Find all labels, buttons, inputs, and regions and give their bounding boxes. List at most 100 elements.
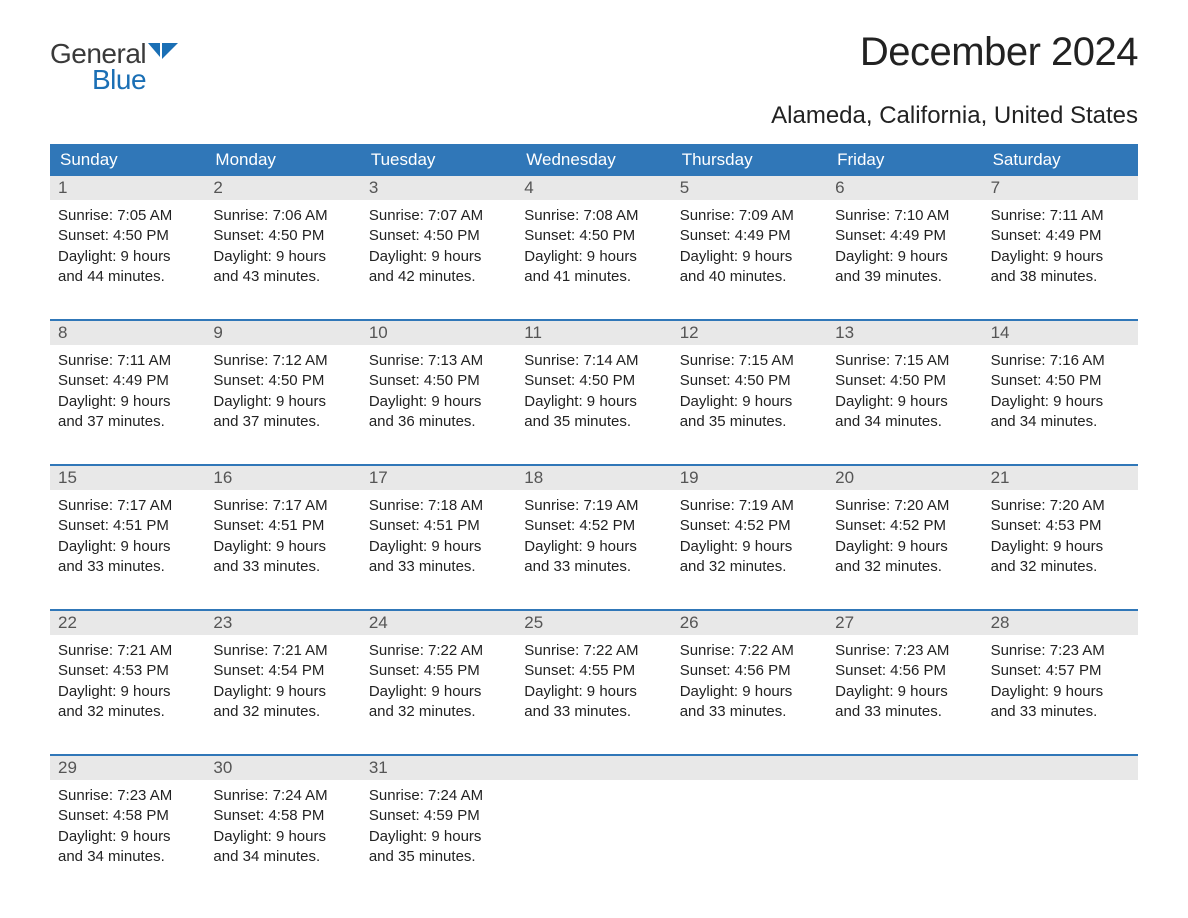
sunset-line: Sunset: 4:49 PM — [58, 371, 197, 391]
day-cell: Sunrise: 7:16 AMSunset: 4:50 PMDaylight:… — [983, 345, 1138, 450]
sunset-line: Sunset: 4:51 PM — [58, 516, 197, 536]
sunset-line: Sunset: 4:55 PM — [369, 661, 508, 681]
sunset-line: Sunset: 4:50 PM — [991, 371, 1130, 391]
week: 22232425262728Sunrise: 7:21 AMSunset: 4:… — [50, 609, 1138, 740]
daylight-line: Daylight: 9 hours and 34 minutes. — [58, 827, 197, 868]
day-number: 29 — [50, 756, 205, 780]
sunset-line: Sunset: 4:52 PM — [680, 516, 819, 536]
sunset-line: Sunset: 4:50 PM — [835, 371, 974, 391]
daylight-line: Daylight: 9 hours and 35 minutes. — [524, 392, 663, 433]
day-number-strip: 293031 — [50, 754, 1138, 780]
sunset-line: Sunset: 4:53 PM — [58, 661, 197, 681]
sunrise-line: Sunrise: 7:22 AM — [369, 641, 508, 661]
day-number — [827, 756, 982, 780]
day-cell: Sunrise: 7:11 AMSunset: 4:49 PMDaylight:… — [983, 200, 1138, 305]
week: 1234567Sunrise: 7:05 AMSunset: 4:50 PMDa… — [50, 176, 1138, 305]
sunset-line: Sunset: 4:57 PM — [991, 661, 1130, 681]
daylight-line: Daylight: 9 hours and 33 minutes. — [680, 682, 819, 723]
daylight-line: Daylight: 9 hours and 36 minutes. — [369, 392, 508, 433]
day-number: 15 — [50, 466, 205, 490]
daylight-line: Daylight: 9 hours and 34 minutes. — [835, 392, 974, 433]
day-number-strip: 22232425262728 — [50, 609, 1138, 635]
day-header-thu: Thursday — [672, 144, 827, 176]
logo-text-blue: Blue — [92, 64, 146, 96]
day-cell: Sunrise: 7:13 AMSunset: 4:50 PMDaylight:… — [361, 345, 516, 450]
day-cell: Sunrise: 7:24 AMSunset: 4:59 PMDaylight:… — [361, 780, 516, 885]
day-number: 13 — [827, 321, 982, 345]
day-number-strip: 891011121314 — [50, 319, 1138, 345]
day-cell — [672, 780, 827, 885]
daylight-line: Daylight: 9 hours and 33 minutes. — [213, 537, 352, 578]
day-cell: Sunrise: 7:23 AMSunset: 4:56 PMDaylight:… — [827, 635, 982, 740]
sunrise-line: Sunrise: 7:20 AM — [835, 496, 974, 516]
day-cell: Sunrise: 7:09 AMSunset: 4:49 PMDaylight:… — [672, 200, 827, 305]
day-number — [516, 756, 671, 780]
day-number: 20 — [827, 466, 982, 490]
day-header-row: Sunday Monday Tuesday Wednesday Thursday… — [50, 144, 1138, 176]
day-cell: Sunrise: 7:06 AMSunset: 4:50 PMDaylight:… — [205, 200, 360, 305]
week: 293031Sunrise: 7:23 AMSunset: 4:58 PMDay… — [50, 754, 1138, 885]
logo-mark-icon — [148, 43, 178, 68]
daylight-line: Daylight: 9 hours and 32 minutes. — [369, 682, 508, 723]
sunrise-line: Sunrise: 7:24 AM — [369, 786, 508, 806]
day-number: 12 — [672, 321, 827, 345]
calendar: Sunday Monday Tuesday Wednesday Thursday… — [50, 144, 1138, 885]
sunset-line: Sunset: 4:55 PM — [524, 661, 663, 681]
day-cell: Sunrise: 7:22 AMSunset: 4:55 PMDaylight:… — [361, 635, 516, 740]
day-cell: Sunrise: 7:07 AMSunset: 4:50 PMDaylight:… — [361, 200, 516, 305]
sunrise-line: Sunrise: 7:07 AM — [369, 206, 508, 226]
day-header-sun: Sunday — [50, 144, 205, 176]
sunset-line: Sunset: 4:50 PM — [524, 371, 663, 391]
day-number: 19 — [672, 466, 827, 490]
week: 891011121314Sunrise: 7:11 AMSunset: 4:49… — [50, 319, 1138, 450]
daylight-line: Daylight: 9 hours and 33 minutes. — [524, 682, 663, 723]
week-spacer — [50, 305, 1138, 319]
daylight-line: Daylight: 9 hours and 40 minutes. — [680, 247, 819, 288]
daylight-line: Daylight: 9 hours and 33 minutes. — [58, 537, 197, 578]
daylight-line: Daylight: 9 hours and 35 minutes. — [680, 392, 819, 433]
sunset-line: Sunset: 4:56 PM — [835, 661, 974, 681]
day-cell — [516, 780, 671, 885]
day-cell: Sunrise: 7:22 AMSunset: 4:56 PMDaylight:… — [672, 635, 827, 740]
daylight-line: Daylight: 9 hours and 39 minutes. — [835, 247, 974, 288]
day-number: 26 — [672, 611, 827, 635]
day-cell: Sunrise: 7:22 AMSunset: 4:55 PMDaylight:… — [516, 635, 671, 740]
day-cell: Sunrise: 7:19 AMSunset: 4:52 PMDaylight:… — [516, 490, 671, 595]
sunrise-line: Sunrise: 7:23 AM — [835, 641, 974, 661]
day-cell: Sunrise: 7:17 AMSunset: 4:51 PMDaylight:… — [205, 490, 360, 595]
daylight-line: Daylight: 9 hours and 41 minutes. — [524, 247, 663, 288]
sunrise-line: Sunrise: 7:17 AM — [58, 496, 197, 516]
daylight-line: Daylight: 9 hours and 33 minutes. — [524, 537, 663, 578]
day-number: 31 — [361, 756, 516, 780]
sunrise-line: Sunrise: 7:05 AM — [58, 206, 197, 226]
day-cell: Sunrise: 7:17 AMSunset: 4:51 PMDaylight:… — [50, 490, 205, 595]
sunrise-line: Sunrise: 7:08 AM — [524, 206, 663, 226]
week: 15161718192021Sunrise: 7:17 AMSunset: 4:… — [50, 464, 1138, 595]
day-cell: Sunrise: 7:10 AMSunset: 4:49 PMDaylight:… — [827, 200, 982, 305]
day-number: 30 — [205, 756, 360, 780]
daylight-line: Daylight: 9 hours and 44 minutes. — [58, 247, 197, 288]
day-number: 21 — [983, 466, 1138, 490]
sunrise-line: Sunrise: 7:11 AM — [58, 351, 197, 371]
day-cell: Sunrise: 7:23 AMSunset: 4:58 PMDaylight:… — [50, 780, 205, 885]
sunrise-line: Sunrise: 7:22 AM — [680, 641, 819, 661]
weeks-container: 1234567Sunrise: 7:05 AMSunset: 4:50 PMDa… — [50, 176, 1138, 885]
day-cell: Sunrise: 7:11 AMSunset: 4:49 PMDaylight:… — [50, 345, 205, 450]
daylight-line: Daylight: 9 hours and 33 minutes. — [835, 682, 974, 723]
sunset-line: Sunset: 4:49 PM — [835, 226, 974, 246]
day-cell: Sunrise: 7:21 AMSunset: 4:54 PMDaylight:… — [205, 635, 360, 740]
sunset-line: Sunset: 4:49 PM — [991, 226, 1130, 246]
day-number: 17 — [361, 466, 516, 490]
day-cell: Sunrise: 7:23 AMSunset: 4:57 PMDaylight:… — [983, 635, 1138, 740]
daylight-line: Daylight: 9 hours and 37 minutes. — [58, 392, 197, 433]
day-body-strip: Sunrise: 7:17 AMSunset: 4:51 PMDaylight:… — [50, 490, 1138, 595]
sunset-line: Sunset: 4:54 PM — [213, 661, 352, 681]
sunrise-line: Sunrise: 7:12 AM — [213, 351, 352, 371]
sunrise-line: Sunrise: 7:21 AM — [213, 641, 352, 661]
sunset-line: Sunset: 4:50 PM — [680, 371, 819, 391]
day-number: 1 — [50, 176, 205, 200]
week-spacer — [50, 740, 1138, 754]
day-number: 4 — [516, 176, 671, 200]
daylight-line: Daylight: 9 hours and 38 minutes. — [991, 247, 1130, 288]
sunrise-line: Sunrise: 7:16 AM — [991, 351, 1130, 371]
